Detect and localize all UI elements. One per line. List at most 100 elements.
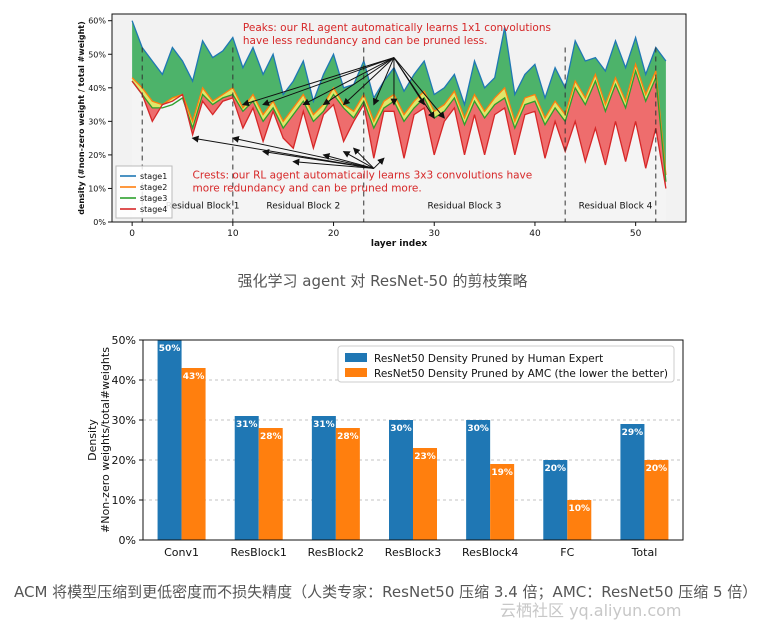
block-label: Residual Block 4 bbox=[579, 202, 653, 212]
bar-value-label: 31% bbox=[313, 420, 335, 430]
bar-value-label: 20% bbox=[646, 464, 668, 474]
annotation-arrow bbox=[231, 135, 374, 169]
annotation-arrow bbox=[322, 153, 374, 169]
human-expert-bar-conv1 bbox=[157, 340, 182, 540]
stage3-band bbox=[132, 71, 666, 189]
legend-swatch-amc bbox=[345, 368, 367, 377]
x-tick-label: 40 bbox=[529, 229, 541, 239]
human-expert-bar-total bbox=[620, 424, 645, 540]
y-tick-label: 10% bbox=[88, 184, 106, 193]
annotation-arrow bbox=[352, 147, 375, 169]
category-label: ResBlock2 bbox=[308, 546, 364, 559]
amc-bar-resblock2 bbox=[335, 428, 360, 540]
x-tick-label: 0 bbox=[129, 229, 135, 239]
bar-value-label: 28% bbox=[260, 432, 282, 442]
bar-value-label: 31% bbox=[236, 420, 258, 430]
bar-value-label: 19% bbox=[491, 468, 513, 478]
y-tick-label: 60% bbox=[88, 17, 106, 26]
annotation-arrow bbox=[342, 57, 395, 106]
stage2-line bbox=[131, 62, 667, 176]
block-label: Residual Block 2 bbox=[266, 202, 340, 212]
x-tick-label: 50 bbox=[630, 229, 642, 239]
bar-value-label: 30% bbox=[390, 424, 412, 434]
human-expert-bar-resblock1 bbox=[234, 416, 259, 540]
stage3-line bbox=[131, 68, 667, 182]
stage4-band bbox=[132, 81, 666, 222]
y-tick-label: 50% bbox=[112, 334, 136, 347]
y-tick-label: 30% bbox=[88, 117, 106, 126]
bottom-figure-caption: ACM 将模型压缩到更低密度而不损失精度（人类专家：ResNet50 压缩 3.… bbox=[14, 583, 758, 601]
bar-value-label: 29% bbox=[622, 428, 644, 438]
bar-value-label: 43% bbox=[183, 372, 205, 382]
annotation-arrow bbox=[373, 157, 385, 169]
annotation-arrow bbox=[241, 57, 395, 107]
amc-bar-total bbox=[644, 460, 669, 540]
legend-label-stage4: stage4 bbox=[140, 205, 167, 214]
crests-annotation: Crests: our RL agent automatically learn… bbox=[193, 169, 533, 194]
y-axis-label: Density bbox=[86, 419, 99, 461]
legend-label-human-expert: ResNet50 Density Pruned by Human Expert bbox=[374, 353, 603, 365]
y-tick-label: 40% bbox=[88, 84, 106, 93]
y-tick-label: 50% bbox=[88, 50, 106, 59]
bar-value-label: 28% bbox=[337, 432, 359, 442]
bar-value-label: 30% bbox=[467, 424, 489, 434]
amc-bar-fc bbox=[567, 500, 592, 540]
annotation-arrow bbox=[262, 148, 374, 169]
category-label: FC bbox=[560, 546, 574, 559]
human-expert-bar-resblock3 bbox=[389, 420, 413, 540]
annotation-arrow bbox=[292, 158, 374, 169]
y-tick-label: 20% bbox=[88, 151, 106, 160]
human-expert-bar-resblock2 bbox=[311, 416, 336, 540]
layer-density-area-chart: Residual Block 1 Residual Block 2 Residual… bbox=[77, 13, 687, 249]
bar-value-label: 23% bbox=[414, 452, 436, 462]
bar-value-label: 10% bbox=[569, 504, 591, 514]
annotation-arrow bbox=[393, 57, 435, 119]
category-label: ResBlock4 bbox=[462, 546, 518, 559]
annotation-arrow bbox=[372, 57, 395, 106]
block-label: Residual Block 1 bbox=[166, 202, 240, 212]
category-label: ResBlock3 bbox=[385, 546, 441, 559]
y-tick-label: 10% bbox=[112, 494, 136, 507]
plot-frame bbox=[142, 339, 684, 541]
bar-value-label: 50% bbox=[159, 344, 181, 354]
category-label: Conv1 bbox=[164, 546, 199, 559]
bar-value-label: 20% bbox=[545, 464, 567, 474]
x-axis-label: layer index bbox=[371, 239, 427, 249]
annotation-arrow bbox=[322, 57, 395, 106]
legend-box bbox=[337, 345, 675, 383]
legend-label-stage2: stage2 bbox=[140, 183, 167, 192]
y-axis-label: #Non-zero weights/total#weights bbox=[99, 347, 112, 533]
legend-swatch-human-expert bbox=[345, 353, 367, 362]
y-axis-label: density (#non-zero weight / total #weigh… bbox=[77, 21, 86, 215]
human-expert-bar-resblock4 bbox=[466, 420, 491, 540]
legend-label-amc: ResNet50 Density Pruned by AMC (the lowe… bbox=[374, 368, 668, 380]
legend-label-stage3: stage3 bbox=[140, 194, 167, 203]
x-tick-label: 10 bbox=[227, 229, 239, 239]
annotation-arrow bbox=[262, 57, 395, 106]
annotation-arrow bbox=[302, 57, 395, 106]
watermark-text: 云栖社区 yq.aliyun.com bbox=[500, 601, 682, 620]
block-label: Residual Block 3 bbox=[428, 202, 502, 212]
stage4-line bbox=[131, 80, 667, 189]
y-tick-label: 20% bbox=[112, 454, 136, 467]
amc-bar-resblock4 bbox=[490, 464, 515, 540]
resnet50-density-bar-chart: 0%10%20%30%40%50%50%43%Conv131%28%ResBlo… bbox=[86, 334, 684, 559]
top-figure-caption: 强化学习 agent 对 ResNet-50 的剪枝策略 bbox=[237, 272, 528, 290]
amc-bar-resblock3 bbox=[413, 448, 437, 540]
x-tick-label: 30 bbox=[429, 229, 441, 239]
category-label: Total bbox=[631, 546, 658, 559]
y-tick-label: 30% bbox=[112, 414, 136, 427]
x-tick-label: 20 bbox=[328, 229, 340, 239]
category-label: ResBlock1 bbox=[231, 546, 287, 559]
legend-label-stage1: stage1 bbox=[140, 172, 167, 181]
amc-bar-resblock1 bbox=[258, 428, 283, 540]
y-tick-label: 40% bbox=[112, 374, 136, 387]
stage1-line bbox=[131, 20, 667, 107]
y-tick-label: 0% bbox=[119, 534, 136, 547]
annotation-arrow bbox=[342, 151, 375, 169]
y-tick-label: 0% bbox=[93, 218, 106, 227]
human-expert-bar-fc bbox=[543, 460, 568, 540]
amc-bar-conv1 bbox=[181, 368, 206, 540]
stage1-band bbox=[132, 20, 666, 176]
plot-frame bbox=[111, 13, 687, 223]
